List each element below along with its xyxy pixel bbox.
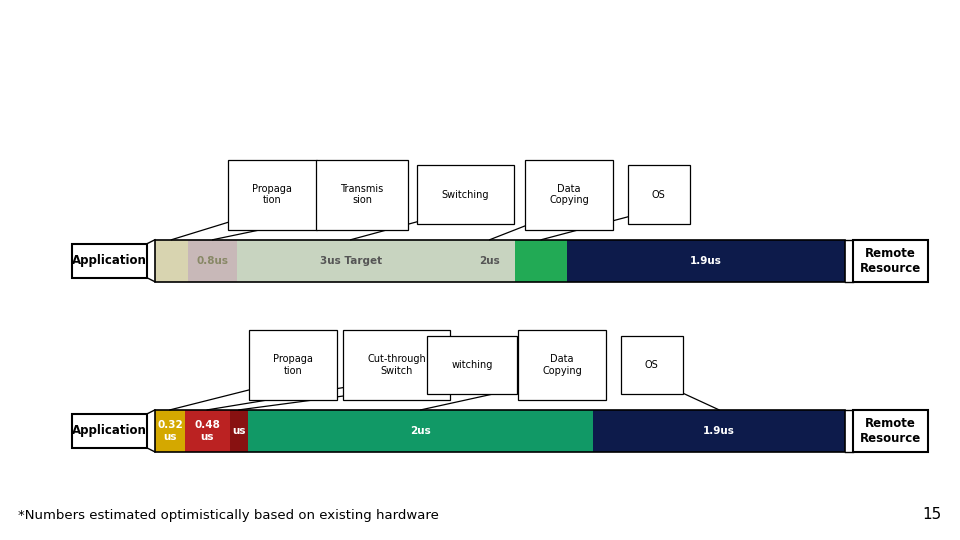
Text: 2us: 2us bbox=[410, 426, 431, 436]
Bar bbox=[229, 410, 249, 452]
Text: Cut-through
Switch: Cut-through Switch bbox=[367, 354, 426, 376]
Bar bbox=[155, 410, 185, 452]
Text: Transmis
sion: Transmis sion bbox=[341, 184, 384, 206]
Bar bbox=[72, 244, 147, 278]
Text: OS: OS bbox=[645, 360, 659, 370]
Text: Application: Application bbox=[72, 424, 147, 437]
Text: Remote
Resource: Remote Resource bbox=[860, 247, 922, 275]
Text: 3us Target: 3us Target bbox=[320, 256, 382, 266]
Bar bbox=[593, 410, 845, 452]
Text: Data
Copying: Data Copying bbox=[542, 354, 582, 376]
Text: 0.48
us: 0.48 us bbox=[194, 420, 220, 442]
Bar bbox=[155, 240, 845, 282]
Text: 1.9us: 1.9us bbox=[703, 426, 735, 436]
Text: 0.32
us: 0.32 us bbox=[157, 420, 182, 442]
Text: Feasibility of end-to-end latency within: Feasibility of end-to-end latency within bbox=[172, 19, 788, 47]
Bar bbox=[188, 240, 237, 282]
Bar bbox=[185, 410, 229, 452]
Bar bbox=[155, 240, 188, 282]
Text: 15: 15 bbox=[923, 507, 942, 522]
Text: 0.8us: 0.8us bbox=[197, 256, 228, 266]
Bar bbox=[464, 240, 516, 282]
Bar bbox=[516, 240, 567, 282]
Text: *Numbers estimated optimistically based on existing hardware: *Numbers estimated optimistically based … bbox=[18, 509, 439, 522]
Text: Data
Copying: Data Copying bbox=[549, 184, 588, 206]
Text: Application: Application bbox=[72, 254, 147, 267]
Text: 2us: 2us bbox=[479, 256, 500, 266]
Bar bbox=[155, 410, 845, 452]
Bar bbox=[72, 414, 147, 448]
Text: Switching: Switching bbox=[442, 190, 490, 200]
Bar bbox=[853, 410, 928, 452]
Bar bbox=[567, 240, 845, 282]
Text: Propaga
tion: Propaga tion bbox=[273, 354, 313, 376]
Bar bbox=[249, 410, 593, 452]
Text: witching: witching bbox=[452, 360, 493, 370]
Text: Propaga
tion: Propaga tion bbox=[252, 184, 292, 206]
Text: OS: OS bbox=[652, 190, 665, 200]
Text: 1.9us: 1.9us bbox=[690, 256, 722, 266]
Bar bbox=[853, 240, 928, 282]
Text: Remote
Resource: Remote Resource bbox=[860, 417, 922, 445]
Bar bbox=[237, 240, 464, 282]
Text: us: us bbox=[232, 426, 246, 436]
Text: a rack: a rack bbox=[432, 66, 528, 94]
